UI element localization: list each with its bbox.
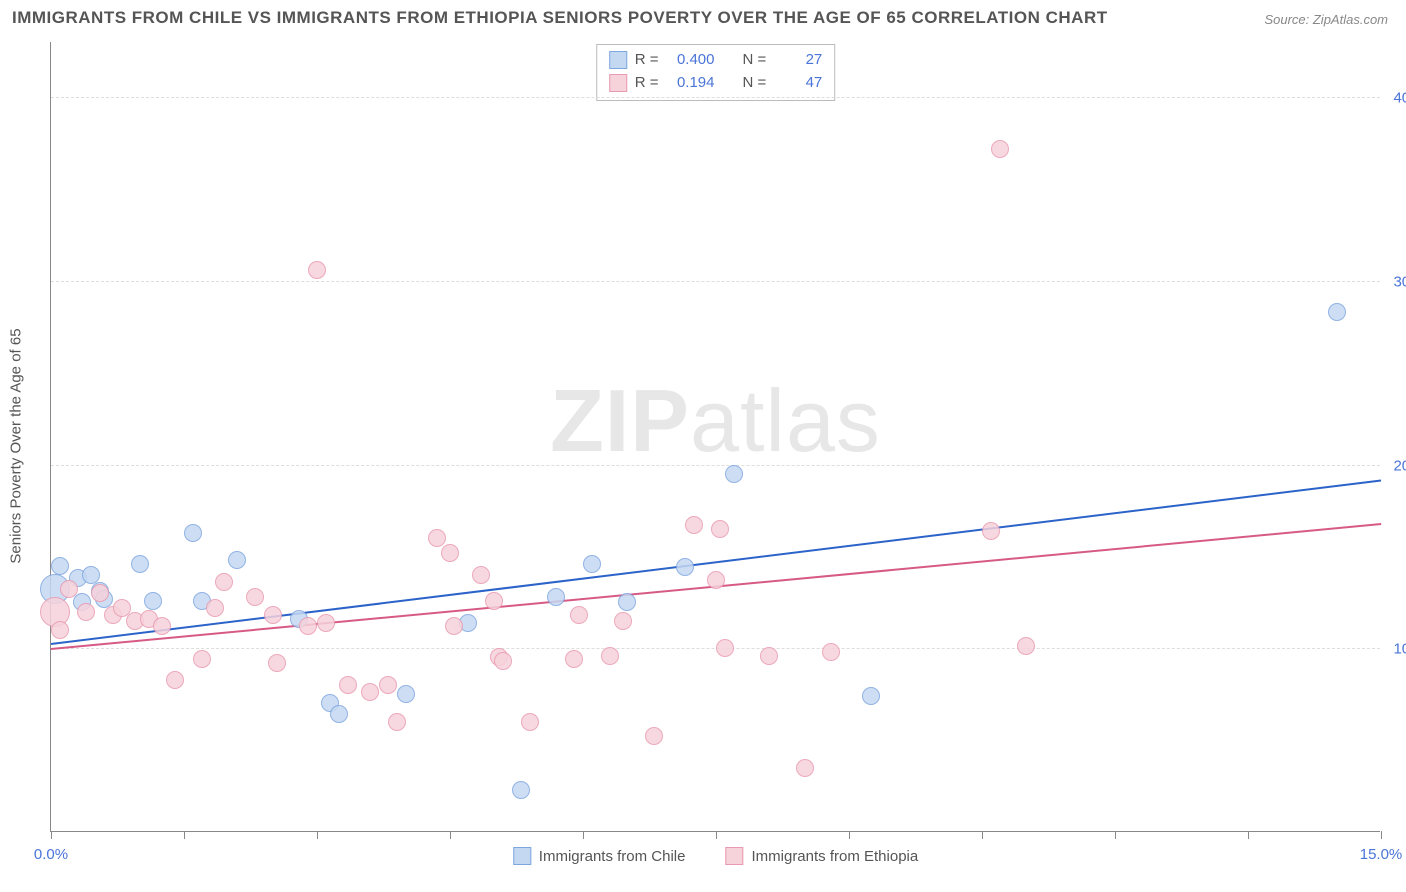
data-point bbox=[184, 524, 202, 542]
data-point bbox=[711, 520, 729, 538]
y-axis-label: Seniors Poverty Over the Age of 65 bbox=[8, 328, 25, 563]
trend-line bbox=[51, 479, 1381, 644]
data-point bbox=[982, 522, 1000, 540]
data-point bbox=[268, 654, 286, 672]
data-point bbox=[472, 566, 490, 584]
correlation-legend: R = 0.400 N = 27 R = 0.194 N = 47 bbox=[596, 44, 836, 101]
data-point bbox=[991, 140, 1009, 158]
data-point bbox=[330, 705, 348, 723]
gridline: 20.0% bbox=[51, 465, 1380, 466]
gridline: 30.0% bbox=[51, 281, 1380, 282]
x-tick-label: 15.0% bbox=[1360, 846, 1403, 863]
data-point bbox=[397, 685, 415, 703]
data-point bbox=[547, 588, 565, 606]
data-point bbox=[512, 781, 530, 799]
gridline: 40.0% bbox=[51, 97, 1380, 98]
y-tick-label: 20.0% bbox=[1393, 457, 1406, 474]
swatch-ethiopia bbox=[609, 74, 627, 92]
data-point bbox=[494, 652, 512, 670]
legend-item-ethiopia: Immigrants from Ethiopia bbox=[725, 847, 918, 865]
data-point bbox=[822, 643, 840, 661]
legend-item-chile: Immigrants from Chile bbox=[513, 847, 686, 865]
data-point bbox=[246, 588, 264, 606]
data-point bbox=[521, 713, 539, 731]
x-tick bbox=[317, 831, 318, 839]
data-point bbox=[428, 529, 446, 547]
x-tick bbox=[583, 831, 584, 839]
x-tick bbox=[982, 831, 983, 839]
data-point bbox=[51, 557, 69, 575]
x-tick bbox=[184, 831, 185, 839]
data-point bbox=[308, 261, 326, 279]
data-point bbox=[144, 592, 162, 610]
data-point bbox=[228, 551, 246, 569]
data-point bbox=[618, 593, 636, 611]
data-point bbox=[716, 639, 734, 657]
data-point bbox=[583, 555, 601, 573]
x-tick bbox=[849, 831, 850, 839]
data-point bbox=[796, 759, 814, 777]
data-point bbox=[760, 647, 778, 665]
x-tick bbox=[716, 831, 717, 839]
data-point bbox=[82, 566, 100, 584]
plot-area: ZIPatlas R = 0.400 N = 27 R = 0.194 N = … bbox=[50, 42, 1380, 832]
data-point bbox=[441, 544, 459, 562]
data-point bbox=[51, 621, 69, 639]
data-point bbox=[91, 584, 109, 602]
x-tick bbox=[1248, 831, 1249, 839]
data-point bbox=[388, 713, 406, 731]
data-point bbox=[685, 516, 703, 534]
data-point bbox=[570, 606, 588, 624]
data-point bbox=[193, 650, 211, 668]
data-point bbox=[299, 617, 317, 635]
x-tick bbox=[450, 831, 451, 839]
legend-row-chile: R = 0.400 N = 27 bbox=[609, 49, 823, 72]
data-point bbox=[707, 571, 725, 589]
data-point bbox=[445, 617, 463, 635]
data-point bbox=[60, 580, 78, 598]
legend-row-ethiopia: R = 0.194 N = 47 bbox=[609, 72, 823, 95]
data-point bbox=[645, 727, 663, 745]
y-tick-label: 40.0% bbox=[1393, 90, 1406, 107]
data-point bbox=[862, 687, 880, 705]
source-label: Source: ZipAtlas.com bbox=[1264, 12, 1388, 27]
data-point bbox=[317, 614, 335, 632]
y-tick-label: 10.0% bbox=[1393, 641, 1406, 658]
x-tick bbox=[1115, 831, 1116, 839]
watermark: ZIPatlas bbox=[550, 370, 881, 472]
data-point bbox=[206, 599, 224, 617]
data-point bbox=[1328, 303, 1346, 321]
data-point bbox=[1017, 637, 1035, 655]
data-point bbox=[339, 676, 357, 694]
data-point bbox=[725, 465, 743, 483]
data-point bbox=[601, 647, 619, 665]
data-point bbox=[676, 558, 694, 576]
data-point bbox=[614, 612, 632, 630]
data-point bbox=[153, 617, 171, 635]
data-point bbox=[565, 650, 583, 668]
data-point bbox=[264, 606, 282, 624]
data-point bbox=[166, 671, 184, 689]
chart-title: IMMIGRANTS FROM CHILE VS IMMIGRANTS FROM… bbox=[12, 8, 1108, 28]
swatch-ethiopia bbox=[725, 847, 743, 865]
data-point bbox=[131, 555, 149, 573]
series-legend: Immigrants from Chile Immigrants from Et… bbox=[513, 847, 918, 865]
data-point bbox=[485, 592, 503, 610]
x-tick-label: 0.0% bbox=[34, 846, 68, 863]
x-tick bbox=[51, 831, 52, 839]
data-point bbox=[215, 573, 233, 591]
data-point bbox=[361, 683, 379, 701]
swatch-chile bbox=[513, 847, 531, 865]
y-tick-label: 30.0% bbox=[1393, 273, 1406, 290]
data-point bbox=[379, 676, 397, 694]
data-point bbox=[77, 603, 95, 621]
x-tick bbox=[1381, 831, 1382, 839]
swatch-chile bbox=[609, 51, 627, 69]
